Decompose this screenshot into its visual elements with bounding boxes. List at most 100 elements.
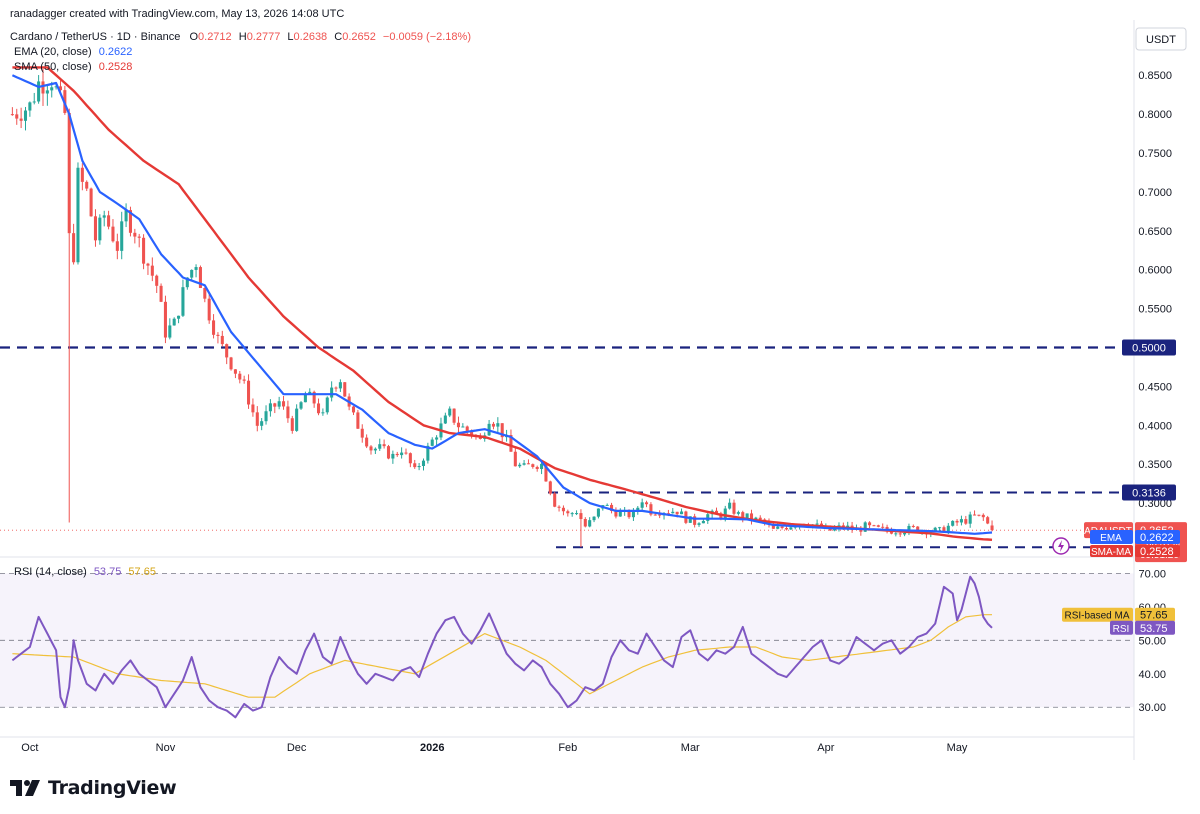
rsi-ma-value-tag: 57.65 <box>1140 610 1168 622</box>
candle-body <box>955 520 959 523</box>
candle-body <box>181 287 185 316</box>
change-value: −0.0059 (−2.18%) <box>383 31 471 43</box>
candle-body <box>964 519 968 524</box>
candle-body <box>693 516 697 525</box>
candle-body <box>959 519 963 523</box>
horizontal-levels <box>0 346 1134 549</box>
candle-body <box>316 403 321 414</box>
candle-body <box>903 532 907 535</box>
time-tick-label: Apr <box>817 742 834 754</box>
candle-body <box>325 397 329 413</box>
low-label: L <box>287 31 293 43</box>
candle-body <box>89 188 93 217</box>
candle-body <box>321 412 325 414</box>
candle-body <box>592 516 596 521</box>
candle-body <box>273 403 277 407</box>
candle-body <box>951 520 955 526</box>
candle-body <box>614 510 618 517</box>
candle-body <box>229 357 233 370</box>
sma-legend: SMA (50, close) 0.2528 <box>14 61 132 73</box>
candle-body <box>456 422 461 428</box>
lightning-icon[interactable] <box>1052 537 1070 555</box>
rsi-legend-label: RSI (14, close) <box>14 566 87 578</box>
candle-body <box>583 519 587 527</box>
candle-body <box>513 451 517 467</box>
candle-body <box>290 418 294 431</box>
symbol-line: Cardano / TetherUS · 1D · Binance O0.271… <box>10 31 471 43</box>
candle-body <box>168 325 172 338</box>
candle-body <box>93 216 98 241</box>
candle-body <box>636 507 640 512</box>
candle-body <box>815 523 819 525</box>
candle-body <box>102 215 106 218</box>
candle-body <box>382 444 386 447</box>
candle-body <box>588 520 592 527</box>
ema20-line <box>11 74 993 535</box>
candle-body <box>212 320 216 335</box>
sma50-line <box>12 66 993 541</box>
price-tick-label: 0.4000 <box>1138 420 1172 432</box>
candle-body <box>868 522 872 526</box>
candle-body <box>417 465 421 468</box>
candle-body <box>330 387 334 398</box>
tradingview-logo-icon <box>10 780 40 796</box>
candle-body <box>146 263 150 266</box>
candle-body <box>548 481 552 494</box>
candle-body <box>435 437 439 440</box>
candle-body <box>876 525 880 527</box>
candle-body <box>23 110 28 121</box>
tradingview-logo-text: TradingView <box>48 777 177 799</box>
tradingview-logo[interactable]: TradingView <box>10 776 177 800</box>
candle-body <box>561 507 565 512</box>
rsi-ma-tag-bg <box>1062 607 1133 622</box>
sma-value-bg <box>1135 545 1180 557</box>
candle-body <box>203 287 207 299</box>
candle-body <box>579 513 583 520</box>
price-badges: 0.50000.3136ADAUSDT0.2652−66.51%09:51:20… <box>1062 339 1187 635</box>
candle-body <box>10 114 14 116</box>
candle-body <box>894 533 898 535</box>
candle-body <box>570 513 574 515</box>
candle-body <box>80 167 84 182</box>
price-tick-label: 0.5500 <box>1138 304 1172 316</box>
candle-body <box>898 533 902 535</box>
candle-body <box>194 267 198 270</box>
candle-body <box>343 382 347 397</box>
candle-body <box>749 513 754 521</box>
currency-button[interactable]: USDT <box>1135 27 1187 51</box>
candle-body <box>728 502 732 509</box>
candle-body <box>627 510 631 518</box>
price-tick-label: 0.6500 <box>1138 226 1172 238</box>
candle-body <box>334 387 338 389</box>
candle-body <box>159 285 163 302</box>
candle-body <box>28 102 32 111</box>
candle-body <box>365 437 369 447</box>
candle-body <box>780 526 784 528</box>
level-050-badge: 0.5000 <box>1132 343 1166 355</box>
candle-body <box>177 315 181 319</box>
moving-averages <box>11 66 993 541</box>
candle-body <box>32 101 36 103</box>
candle-body <box>395 453 399 456</box>
candle-body <box>679 511 684 515</box>
candle-body <box>233 369 237 374</box>
price-tick-label: 0.6000 <box>1138 265 1172 277</box>
candle-body <box>58 86 63 91</box>
ema-value-tag: 0.2622 <box>1140 532 1174 544</box>
sma-legend-value: 0.2528 <box>99 61 133 73</box>
candle-body <box>640 502 644 508</box>
candle-body <box>566 511 570 514</box>
candle-body <box>448 408 452 416</box>
candle-body <box>369 446 373 451</box>
candle-body <box>111 226 115 242</box>
candle-body <box>531 464 535 467</box>
symbol-title: Cardano / TetherUS · 1D · Binance <box>10 31 180 43</box>
candle-body <box>408 453 412 464</box>
candle-body <box>605 504 609 506</box>
candle-body <box>986 517 990 524</box>
candle-body <box>706 514 710 521</box>
candle-body <box>277 401 281 407</box>
candle-body <box>518 464 522 467</box>
candle-body <box>15 114 19 119</box>
